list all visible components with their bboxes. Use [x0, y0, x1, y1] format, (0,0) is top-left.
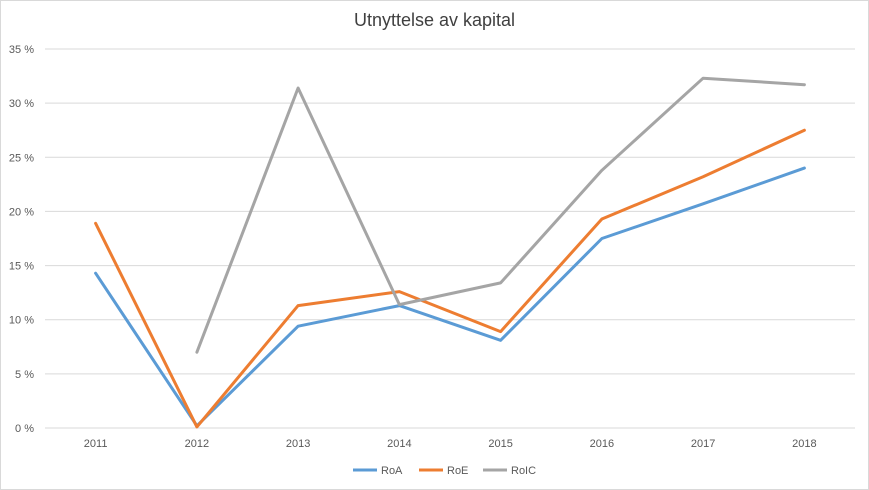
x-tick-label: 2012: [185, 438, 209, 450]
x-tick-label: 2018: [792, 438, 816, 450]
x-tick-label: 2014: [387, 438, 411, 450]
x-tick-label: 2015: [488, 438, 512, 450]
y-tick-label: 0 %: [15, 423, 34, 435]
legend-label: RoA: [381, 465, 403, 477]
x-tick-label: 2016: [590, 438, 614, 450]
x-tick-label: 2017: [691, 438, 715, 450]
series-line-roe: [94, 128, 806, 429]
chart-title: Utnyttelse av kapital: [353, 10, 516, 30]
y-tick-label: 5 %: [15, 369, 34, 381]
series-lines: [94, 76, 806, 429]
y-tick-label: 30 %: [9, 98, 34, 110]
legend-label: RoIC: [511, 465, 536, 477]
legend: RoA RoE RoIC: [353, 465, 536, 477]
legend-label: RoE: [447, 465, 468, 477]
series-line-roa: [94, 166, 806, 428]
y-tick-label: 25 %: [9, 152, 34, 164]
series-line-roic: [195, 76, 806, 354]
y-tick-label: 10 %: [9, 315, 34, 327]
x-axis-ticks: 2011 2012 2013 2014 2015 2016 2017 2018: [84, 438, 817, 450]
y-tick-label: 35 %: [9, 44, 34, 56]
y-axis-ticks: 0 % 5 % 10 % 15 % 20 % 25 % 30 % 35 %: [9, 44, 34, 435]
x-tick-label: 2013: [286, 438, 310, 450]
y-tick-label: 15 %: [9, 261, 34, 273]
gridlines: [45, 48, 855, 429]
x-tick-label: 2011: [84, 438, 108, 450]
y-tick-label: 20 %: [9, 206, 34, 218]
